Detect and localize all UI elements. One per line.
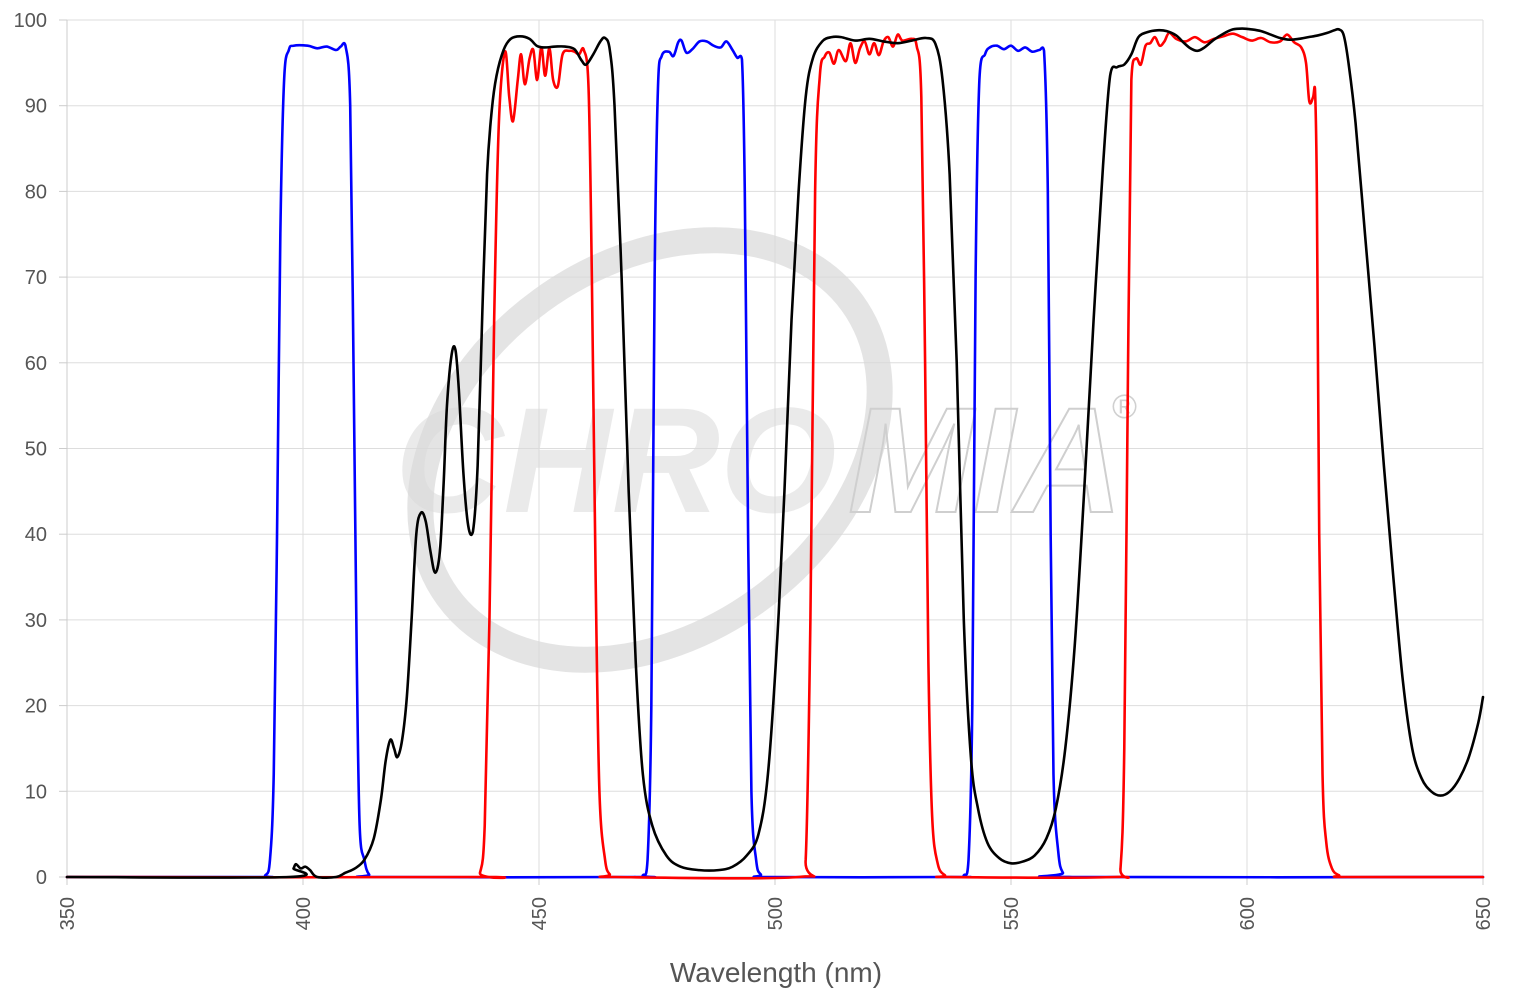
- x-tick-label: 450: [529, 897, 551, 930]
- y-tick-label: 20: [25, 696, 47, 718]
- y-tick-label: 40: [25, 524, 47, 546]
- watermark-swoosh: [407, 227, 893, 673]
- watermark-text-left: CHRO: [395, 376, 837, 544]
- y-tick-label: 100: [14, 10, 47, 32]
- y-tick-label: 30: [25, 610, 47, 632]
- x-tick-label: 350: [57, 897, 79, 930]
- x-tick-label: 600: [1237, 897, 1259, 930]
- watermark-registered-mark: ®: [1112, 388, 1137, 426]
- series-line-black: [65, 27, 1485, 879]
- x-tick-label: 400: [293, 897, 315, 930]
- tick-labels: 0 10 20 30 40 50 60 70 80 90 100 350 400 450 500 550 600…: [14, 10, 1495, 930]
- y-tick-label: 70: [25, 267, 47, 289]
- y-tick-label: 80: [25, 181, 47, 203]
- y-tick-label: 90: [25, 96, 47, 118]
- series-line-blue: [65, 38, 1485, 879]
- y-tick-label: 50: [25, 439, 47, 461]
- x-tick-label: 500: [765, 897, 787, 930]
- x-axis-title: Wavelength (nm): [670, 957, 882, 988]
- y-tick-label: 0: [36, 867, 47, 889]
- plot-series: [65, 27, 1485, 880]
- y-tick-label: 60: [25, 353, 47, 375]
- chroma-watermark-logo: CHRO MIA ®: [395, 227, 1137, 673]
- watermark-text-right: MIA: [848, 376, 1123, 544]
- x-tick-label: 650: [1473, 897, 1495, 930]
- x-tick-label: 550: [1001, 897, 1023, 930]
- y-tick-label: 10: [25, 781, 47, 803]
